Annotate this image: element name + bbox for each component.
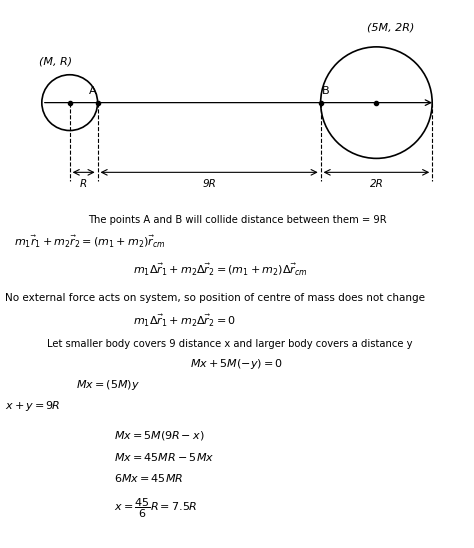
Text: $Mx = 5M(9R - x)$: $Mx = 5M(9R - x)$: [114, 429, 204, 442]
Text: A: A: [89, 85, 96, 96]
Text: $x = \dfrac{45}{6}R = 7.5R$: $x = \dfrac{45}{6}R = 7.5R$: [114, 497, 197, 520]
Text: $6Mx = 45MR$: $6Mx = 45MR$: [114, 472, 183, 484]
Text: 2R: 2R: [369, 179, 383, 189]
Text: $m_1\Delta\vec{r}_1 + m_2\Delta\vec{r}_2 = 0$: $m_1\Delta\vec{r}_1 + m_2\Delta\vec{r}_2…: [133, 312, 236, 329]
Text: $x + y = 9R$: $x + y = 9R$: [5, 398, 60, 413]
Text: B: B: [322, 85, 329, 96]
Text: (5M, 2R): (5M, 2R): [367, 23, 414, 33]
Text: The points A and B will collide distance between them = 9R: The points A and B will collide distance…: [88, 215, 386, 225]
Text: $m_1\vec{r}_1 + m_2\vec{r}_2 = (m_1 + m_2)\vec{r}_{cm}$: $m_1\vec{r}_1 + m_2\vec{r}_2 = (m_1 + m_…: [14, 234, 166, 250]
Text: 9R: 9R: [202, 179, 216, 189]
Text: No external force acts on system, so position of centre of mass does not change: No external force acts on system, so pos…: [5, 293, 425, 302]
Text: $Mx = (5M)y$: $Mx = (5M)y$: [76, 378, 140, 392]
Text: R: R: [80, 179, 87, 189]
Text: $m_1\Delta\vec{r}_1 + m_2\Delta\vec{r}_2 = (m_1 + m_2)\Delta\vec{r}_{cm}$: $m_1\Delta\vec{r}_1 + m_2\Delta\vec{r}_2…: [133, 261, 308, 278]
Text: (M, R): (M, R): [39, 56, 73, 66]
Text: $Mx = 45MR - 5Mx$: $Mx = 45MR - 5Mx$: [114, 451, 214, 463]
Text: Let smaller body covers 9 distance x and larger body covers a distance y: Let smaller body covers 9 distance x and…: [47, 339, 413, 349]
Text: $Mx + 5M(-y) = 0$: $Mx + 5M(-y) = 0$: [191, 357, 283, 371]
